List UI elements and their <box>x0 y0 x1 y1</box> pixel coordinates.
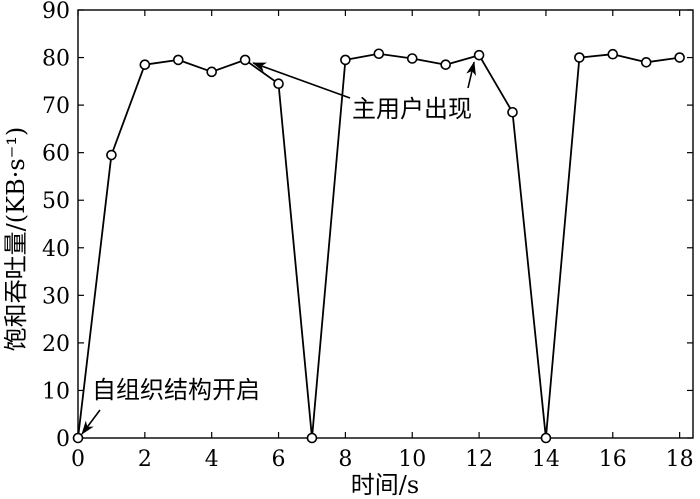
annotation-arrow <box>466 61 476 89</box>
x-tick-label: 4 <box>205 447 219 472</box>
y-tick-label: 40 <box>42 237 70 262</box>
data-point <box>273 78 284 90</box>
annotation-arrow <box>81 409 101 435</box>
annotation-primary-user: 主用户出现 <box>352 95 472 123</box>
annotation-self-organizing: 自组织结构开启 <box>92 376 260 404</box>
data-point <box>473 49 485 61</box>
data-point <box>306 432 318 444</box>
y-tick-label: 10 <box>42 379 70 404</box>
x-tick-label: 8 <box>338 447 352 472</box>
x-tick-label: 18 <box>666 447 694 472</box>
data-point <box>440 59 451 70</box>
data-point <box>206 66 217 78</box>
y-tick-label: 30 <box>42 284 70 309</box>
x-tick-label: 12 <box>465 447 493 472</box>
data-point <box>373 48 385 60</box>
y-tick-label: 0 <box>56 427 70 452</box>
data-point <box>607 48 619 60</box>
annotation-arrow <box>252 62 351 99</box>
y-axis-label: 饱和吞吐量/(KB·s⁻¹) <box>2 127 30 352</box>
plot-frame <box>77 9 694 439</box>
x-tick-label: 14 <box>532 447 560 472</box>
y-tick-label: 60 <box>42 142 70 167</box>
y-tick-label: 20 <box>42 332 70 357</box>
data-point <box>72 432 84 444</box>
data-point <box>239 54 251 66</box>
data-point <box>106 149 117 161</box>
data-point <box>674 52 685 63</box>
x-tick-label: 0 <box>71 447 85 472</box>
y-tick-label: 50 <box>42 189 70 214</box>
data-point <box>406 53 418 64</box>
data-point <box>640 57 652 68</box>
y-tick-label: 70 <box>42 94 70 119</box>
y-tick-label: 90 <box>42 0 70 24</box>
data-point <box>507 106 518 118</box>
data-point <box>340 54 351 66</box>
x-axis-label: 时间/s <box>351 471 419 499</box>
x-tick-label: 10 <box>398 447 426 472</box>
data-point <box>540 432 552 444</box>
data-point <box>574 52 585 63</box>
x-tick-label: 6 <box>272 447 286 472</box>
data-point <box>172 54 184 66</box>
x-tick-label: 2 <box>138 447 152 472</box>
data-point <box>139 59 151 70</box>
x-tick-label: 16 <box>599 447 627 472</box>
y-tick-label: 80 <box>42 47 70 72</box>
